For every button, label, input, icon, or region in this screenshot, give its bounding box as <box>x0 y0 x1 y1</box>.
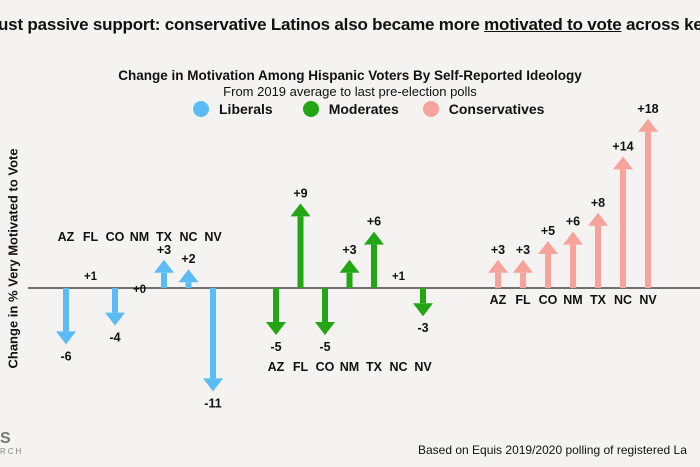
arrow-head <box>154 259 174 273</box>
data-label: +3 <box>491 243 505 257</box>
arrow-head <box>563 231 583 245</box>
source-note: Based on Equis 2019/2020 polling of regi… <box>418 443 687 457</box>
headline-underlined: motivated to vote <box>484 15 622 34</box>
logo-sub: RCH <box>0 447 24 456</box>
legend-item-conservatives: Conservatives <box>422 101 545 117</box>
category-label: AZ <box>490 293 507 307</box>
arrow-head <box>203 378 223 392</box>
arrow-head <box>266 322 286 335</box>
category-label: AZ <box>268 360 285 374</box>
legend-swatch <box>302 101 319 117</box>
data-label: +8 <box>591 196 605 210</box>
data-label: +1 <box>84 271 98 283</box>
category-label: NC <box>389 360 407 374</box>
category-label: NV <box>639 293 657 307</box>
data-label: +3 <box>157 243 171 257</box>
data-label: +5 <box>541 224 555 238</box>
data-label: -4 <box>109 331 120 345</box>
data-label: +3 <box>516 243 530 257</box>
arrow-head <box>488 259 508 273</box>
category-label: TX <box>590 293 607 307</box>
headline: ust passive support: conservative Latino… <box>0 15 700 35</box>
arrow-head <box>56 331 76 345</box>
data-label: +6 <box>566 215 580 229</box>
category-label: TX <box>366 360 383 374</box>
data-label: +6 <box>367 215 381 229</box>
category-label: FL <box>293 360 309 374</box>
data-label: +2 <box>181 252 195 266</box>
arrow-head <box>588 212 608 226</box>
category-label: CO <box>316 360 335 374</box>
arrow-head <box>638 118 658 132</box>
arrow-head <box>178 269 199 283</box>
legend: Liberals Moderates Conservatives <box>193 101 544 117</box>
category-label: FL <box>515 293 531 307</box>
arrow-head <box>364 231 384 245</box>
arrow-head <box>613 156 633 170</box>
headline-text-end: across key <box>625 15 700 34</box>
chart-subtitle: From 2019 average to last pre-election p… <box>223 84 477 99</box>
arrow-head <box>315 322 335 335</box>
data-label: +9 <box>293 186 307 200</box>
category-label: TX <box>156 230 173 244</box>
headline-text: ust passive support: conservative Latino… <box>0 15 485 34</box>
chart-title: Change in Motivation Among Hispanic Vote… <box>118 68 582 83</box>
category-label: CO <box>539 293 558 307</box>
category-label: FL <box>83 230 99 244</box>
category-label: NC <box>179 230 197 244</box>
data-label: -5 <box>270 340 281 354</box>
legend-label: Conservatives <box>448 101 545 117</box>
category-label: NV <box>204 230 222 244</box>
data-label: +1 <box>392 271 406 283</box>
legend-swatch <box>422 101 439 117</box>
legend-item-liberals: Liberals <box>193 101 273 117</box>
arrow-head <box>339 259 360 273</box>
category-label: NC <box>614 293 632 307</box>
arrow-head <box>413 303 433 317</box>
legend-item-moderates: Moderates <box>302 101 399 117</box>
logo: S <box>0 430 11 447</box>
category-label: NM <box>340 360 359 374</box>
data-label: +18 <box>637 102 658 116</box>
legend-label: Liberals <box>219 101 273 117</box>
arrow-head <box>538 241 558 254</box>
category-label: AZ <box>58 230 75 244</box>
data-label: +14 <box>612 139 633 153</box>
category-label: NV <box>414 360 432 374</box>
data-label: -3 <box>417 321 428 335</box>
category-label: NM <box>563 293 582 307</box>
arrow-head <box>105 312 125 326</box>
data-label: -5 <box>319 340 330 354</box>
arrow-head <box>513 259 533 273</box>
data-label: -6 <box>60 349 71 363</box>
data-label: -11 <box>204 396 221 410</box>
category-label: CO <box>106 230 125 244</box>
arrow-head <box>290 203 311 217</box>
category-label: NM <box>130 230 149 244</box>
data-label: +3 <box>342 243 356 257</box>
legend-label: Moderates <box>328 101 399 117</box>
data-label: +0 <box>133 284 146 296</box>
legend-swatch <box>193 101 209 117</box>
